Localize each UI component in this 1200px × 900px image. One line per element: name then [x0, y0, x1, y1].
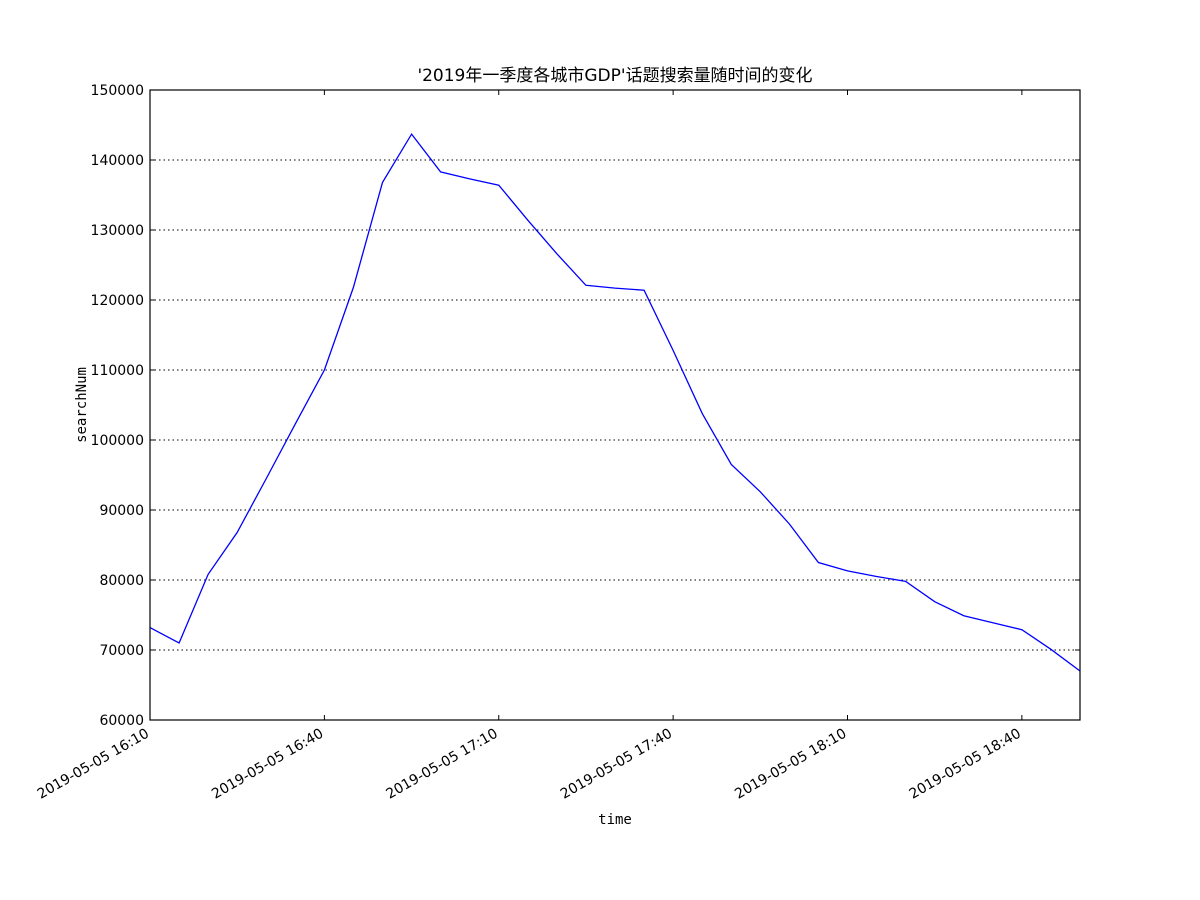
- y-tick-label: 80000: [99, 573, 144, 589]
- y-axis-label: searchNum: [74, 367, 90, 443]
- y-tick-label: 120000: [91, 293, 144, 309]
- y-tick-label: 70000: [99, 643, 144, 659]
- y-tick-label: 110000: [91, 363, 144, 379]
- x-tick-label: 2019-05-05 16:10: [35, 726, 152, 803]
- x-tick-label: 2019-05-05 17:10: [383, 726, 500, 803]
- plot-frame: [149, 89, 1081, 721]
- y-tick-label: 130000: [91, 223, 144, 239]
- series-line-searchNum: [149, 132, 1081, 672]
- y-axis-ticks: 60000 70000 80000 90000 100000 110000 120000 13…: [91, 83, 1080, 729]
- x-axis-ticks: 2019-05-05 16:10 2019-05-05 16:40 2019-05-…: [35, 90, 1024, 803]
- y-tick-label: 60000: [99, 713, 144, 729]
- x-tick-label: 2019-05-05 17:40: [558, 726, 675, 803]
- y-tick-label: 100000: [91, 433, 144, 449]
- y-tick-label: 90000: [99, 503, 144, 519]
- x-tick-label: 2019-05-05 18:40: [907, 726, 1024, 803]
- x-tick-label: 2019-05-05 16:40: [209, 726, 326, 803]
- x-tick-label: 2019-05-05 18:10: [732, 726, 849, 803]
- x-axis-label: time: [598, 812, 632, 828]
- y-tick-label: 140000: [91, 153, 144, 169]
- chart-title: '2019年一季度各城市GDP'话题搜索量随时间的变化: [417, 66, 812, 86]
- gridlines: [150, 159, 1080, 651]
- y-tick-label: 150000: [91, 83, 144, 99]
